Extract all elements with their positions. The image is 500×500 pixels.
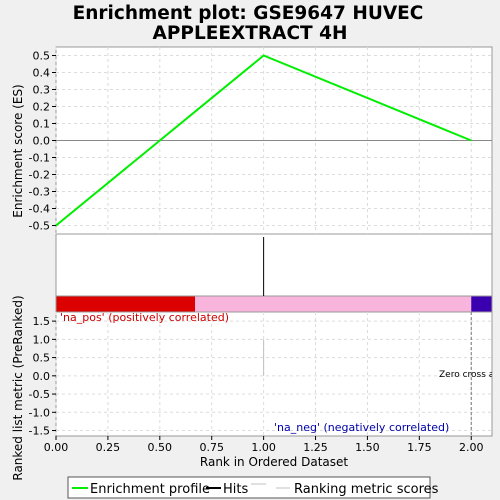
es-tick-label-9: -0.4 bbox=[29, 203, 50, 216]
es-grid bbox=[55, 47, 492, 234]
x-axis: 0.00 0.25 0.50 0.75 1.00 1.25 1.50 1.75 2.00 bbox=[44, 436, 484, 454]
legend-hits-label: Hits bbox=[223, 482, 248, 497]
ranking-y-axis: 1.5 1.0 0.5 0.0 -0.5 -1.0 -1.5 bbox=[29, 315, 56, 438]
legend-enrichment-profile-label: Enrichment profile bbox=[90, 482, 210, 497]
chart-title-line-2: APPLEEXTRACT 4H bbox=[153, 23, 348, 44]
es-tick-label-6: -0.1 bbox=[29, 152, 50, 165]
es-y-axis-label: Enrichment score (ES) bbox=[11, 84, 25, 217]
ranking-panel bbox=[55, 311, 493, 437]
x-tick-label-5: 1.25 bbox=[303, 441, 328, 454]
negative-correlation-label: 'na_neg' (negatively correlated) bbox=[274, 421, 449, 434]
x-axis-label: Rank in Ordered Dataset bbox=[200, 455, 348, 469]
es-tick-label-7: -0.2 bbox=[29, 169, 50, 182]
ranking-tick-label-0: 1.5 bbox=[33, 315, 51, 328]
zero-cross-label: Zero cross at 2 bbox=[439, 370, 500, 380]
es-tick-label-10: -0.5 bbox=[29, 220, 50, 233]
ranking-tick-label-6: -1.5 bbox=[29, 425, 50, 438]
es-tick-label-8: -0.3 bbox=[29, 186, 50, 199]
ranking-tick-label-3: 0.0 bbox=[33, 370, 51, 383]
color-bar-segment-0 bbox=[56, 296, 196, 312]
hits-panel bbox=[55, 233, 493, 297]
ranking-tick-label-4: -0.5 bbox=[29, 388, 50, 401]
es-tick-label-1: 0.4 bbox=[33, 67, 51, 80]
x-tick-label-0: 0.00 bbox=[44, 441, 69, 454]
chart-title-line-1: Enrichment plot: GSE9647 HUVEC bbox=[73, 3, 424, 24]
es-y-axis: 0.5 0.4 0.3 0.2 0.1 0.0 -0.1 -0.2 -0.3 -0.4 -0.5 bbox=[29, 50, 56, 233]
es-tick-label-4: 0.1 bbox=[33, 118, 51, 131]
x-tick-label-8: 2.00 bbox=[459, 441, 484, 454]
es-tick-label-2: 0.3 bbox=[33, 84, 51, 97]
rank-color-bar bbox=[55, 295, 493, 313]
ranking-tick-label-1: 1.0 bbox=[33, 333, 51, 346]
ranking-y-axis-label: Ranked list metric (PreRanked) bbox=[11, 295, 25, 480]
es-tick-label-0: 0.5 bbox=[33, 50, 51, 63]
x-tick-label-3: 0.75 bbox=[199, 441, 224, 454]
ranking-tick-label-2: 0.5 bbox=[33, 352, 51, 365]
ranking-tick-label-5: -1.0 bbox=[29, 406, 50, 419]
x-tick-label-2: 0.50 bbox=[148, 441, 173, 454]
x-tick-label-4: 1.00 bbox=[251, 441, 276, 454]
color-bar-segment-2 bbox=[471, 296, 492, 312]
x-tick-label-6: 1.50 bbox=[355, 441, 380, 454]
es-tick-label-3: 0.2 bbox=[33, 101, 51, 114]
x-tick-label-7: 1.75 bbox=[407, 441, 432, 454]
legend bbox=[67, 476, 431, 499]
x-tick-label-1: 0.25 bbox=[96, 441, 121, 454]
enrichment-profile-line bbox=[55, 54, 472, 227]
es-tick-label-5: 0.0 bbox=[33, 135, 51, 148]
positive-correlation-label: 'na_pos' (positively correlated) bbox=[60, 311, 229, 324]
color-bar-segment-1 bbox=[195, 296, 472, 312]
legend-ranking-label: Ranking metric scores bbox=[294, 482, 439, 497]
